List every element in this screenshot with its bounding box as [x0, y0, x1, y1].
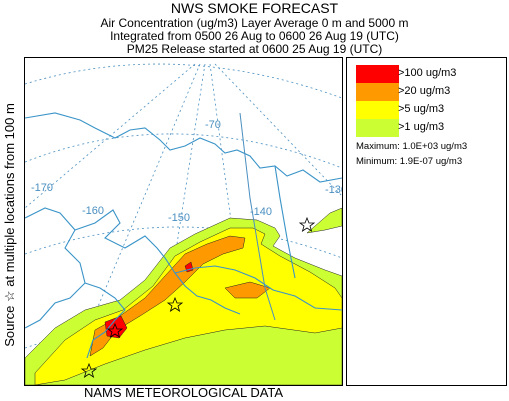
- lon-label-170: -170: [31, 182, 53, 194]
- map-panel[interactable]: -170 -160 -150 -140 -130 -70: [24, 57, 343, 386]
- legend-item-gt5: >5 ug/m3: [356, 101, 504, 119]
- subtitle-concentration: Air Concentration (ug/m3) Layer Average …: [100, 16, 409, 30]
- lon-label-130: -130: [325, 184, 342, 196]
- legend-panel: >100 ug/m3 >20 ug/m3 >5 ug/m3 >1 ug/m3 M…: [346, 57, 507, 386]
- lon-label-150: -150: [168, 212, 190, 224]
- boundary-line: [239, 112, 276, 321]
- legend-label-gt100: >100 ug/m3: [398, 67, 457, 79]
- min-concentration: Minimum: 1.9E-07 ug/m3: [356, 156, 463, 167]
- legend-item-gt20: >20 ug/m3: [356, 83, 504, 101]
- legend-swatch-gt1: [356, 119, 399, 137]
- legend-item-gt1: >1 ug/m3: [356, 119, 504, 137]
- legend-item-gt100: >100 ug/m3: [356, 65, 504, 83]
- lon-label-140: -140: [250, 206, 272, 218]
- subtitle-release-time: PM25 Release started at 0600 25 Aug 19 (…: [126, 42, 383, 56]
- map-canvas[interactable]: -170 -160 -150 -140 -130 -70: [25, 58, 342, 385]
- legend-label-gt20: >20 ug/m3: [398, 85, 451, 97]
- legend-swatch-gt100: [356, 65, 399, 83]
- source-markers: [80, 216, 316, 378]
- legend-label-gt1: >1 ug/m3: [398, 121, 445, 133]
- meteorological-data-label: NAMS METEOROLOGICAL DATA: [83, 385, 284, 400]
- legend-swatch-gt5: [356, 101, 399, 119]
- plume-gt5: [34, 227, 342, 385]
- lon-label-160: -160: [82, 205, 104, 217]
- source-star-icon: [298, 216, 316, 232]
- legend-swatch-gt20: [356, 83, 399, 101]
- coastline: [25, 112, 342, 359]
- source-side-label: Source ☆ at multiple locations from 100 …: [2, 103, 17, 347]
- latitude-gridlines: [25, 63, 342, 349]
- max-concentration: Maximum: 1.0E+03 ug/m3: [356, 141, 468, 152]
- source-star-icon: [80, 362, 98, 378]
- source-star-icon: [106, 322, 124, 338]
- source-star-icon: [166, 296, 184, 312]
- legend-label-gt5: >5 ug/m3: [398, 103, 445, 115]
- lon-label-70: -70: [205, 119, 221, 131]
- subtitle-integration-period: Integrated from 0500 26 Aug to 0600 26 A…: [110, 29, 399, 43]
- chart-title: NWS SMOKE FORECAST: [170, 0, 339, 16]
- smoke-plume: [25, 207, 342, 385]
